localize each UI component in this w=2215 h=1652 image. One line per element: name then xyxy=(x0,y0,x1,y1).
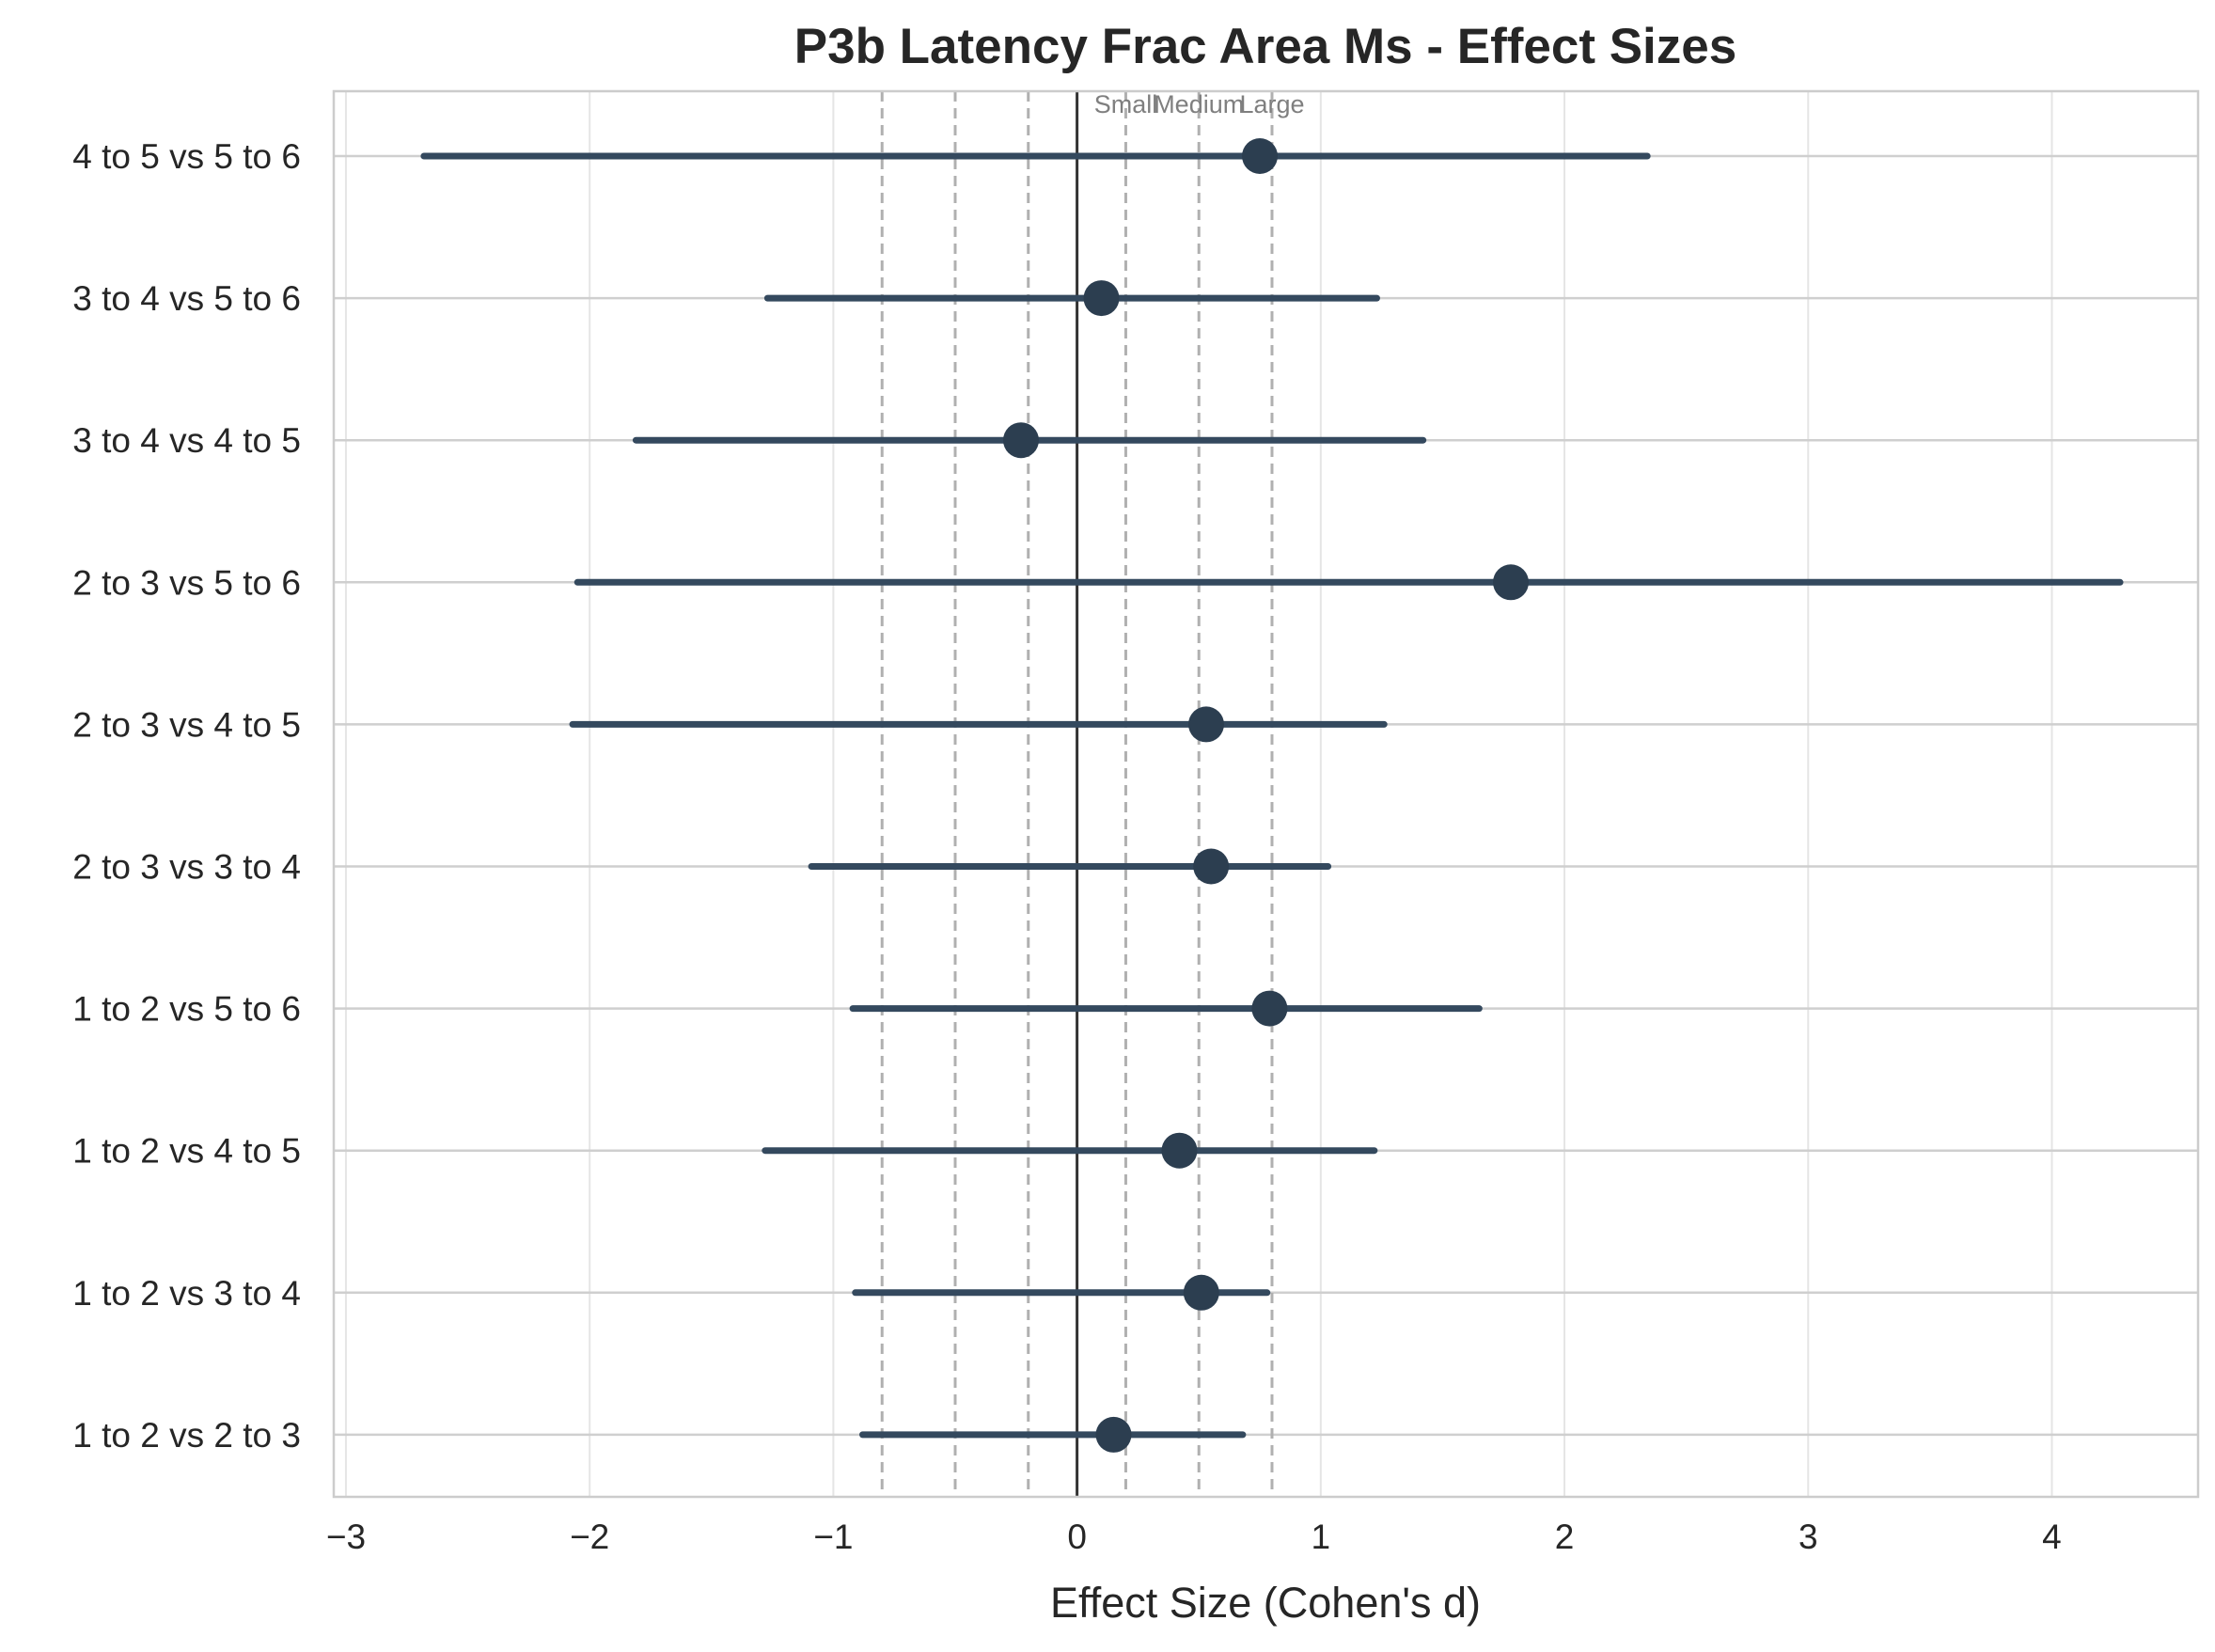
effect-size-point xyxy=(1083,280,1120,317)
y-tick-label: 1 to 2 vs 5 to 6 xyxy=(72,990,301,1029)
threshold-label: Small xyxy=(1094,90,1158,118)
chart-title: P3b Latency Frac Area Ms - Effect Sizes xyxy=(794,19,1736,74)
y-tick-label: 3 to 4 vs 5 to 6 xyxy=(72,279,301,318)
effect-size-point xyxy=(1183,1274,1219,1311)
effect-size-point xyxy=(1493,564,1530,601)
y-tick-label: 1 to 2 vs 3 to 4 xyxy=(72,1274,301,1313)
y-tick-label: 4 to 5 vs 5 to 6 xyxy=(72,137,301,176)
x-tick-label: 4 xyxy=(2042,1518,2062,1556)
y-tick-label: 2 to 3 vs 4 to 5 xyxy=(72,705,301,744)
y-tick-label: 2 to 3 vs 5 to 6 xyxy=(72,563,301,602)
y-tick-label: 2 to 3 vs 3 to 4 xyxy=(72,848,301,887)
data-marks xyxy=(420,138,2124,1453)
x-tick-label: 0 xyxy=(1067,1518,1087,1556)
x-tick-label: 2 xyxy=(1555,1518,1575,1556)
x-tick-label: 1 xyxy=(1312,1518,1331,1556)
y-tick-label: 1 to 2 vs 4 to 5 xyxy=(72,1132,301,1171)
effect-size-point xyxy=(1002,422,1039,459)
axis-labels: −3 −2 −1 0 1 2 3 4 4 to 5 vs 5 to 6 3 to 4 vs 5 t… xyxy=(72,137,2061,1556)
x-tick-label: −2 xyxy=(570,1518,609,1556)
plot-frame xyxy=(332,89,2200,1499)
effect-size-point xyxy=(1193,848,1230,885)
effect-size-point xyxy=(1187,706,1224,743)
threshold-label: Medium xyxy=(1154,90,1244,118)
x-tick-label: 3 xyxy=(1799,1518,1818,1556)
effect-size-point xyxy=(1095,1416,1132,1453)
x-tick-label: −3 xyxy=(326,1518,366,1556)
effect-size-point xyxy=(1242,138,1279,174)
effect-size-point xyxy=(1251,990,1288,1027)
x-axis-label: Effect Size (Cohen's d) xyxy=(1050,1579,1481,1627)
y-tick-label: 3 to 4 vs 4 to 5 xyxy=(72,421,301,460)
y-tick-label: 1 to 2 vs 2 to 3 xyxy=(72,1416,301,1455)
threshold-label: Large xyxy=(1239,90,1304,118)
effect-size-point xyxy=(1161,1132,1198,1169)
x-tick-label: −1 xyxy=(813,1518,853,1556)
